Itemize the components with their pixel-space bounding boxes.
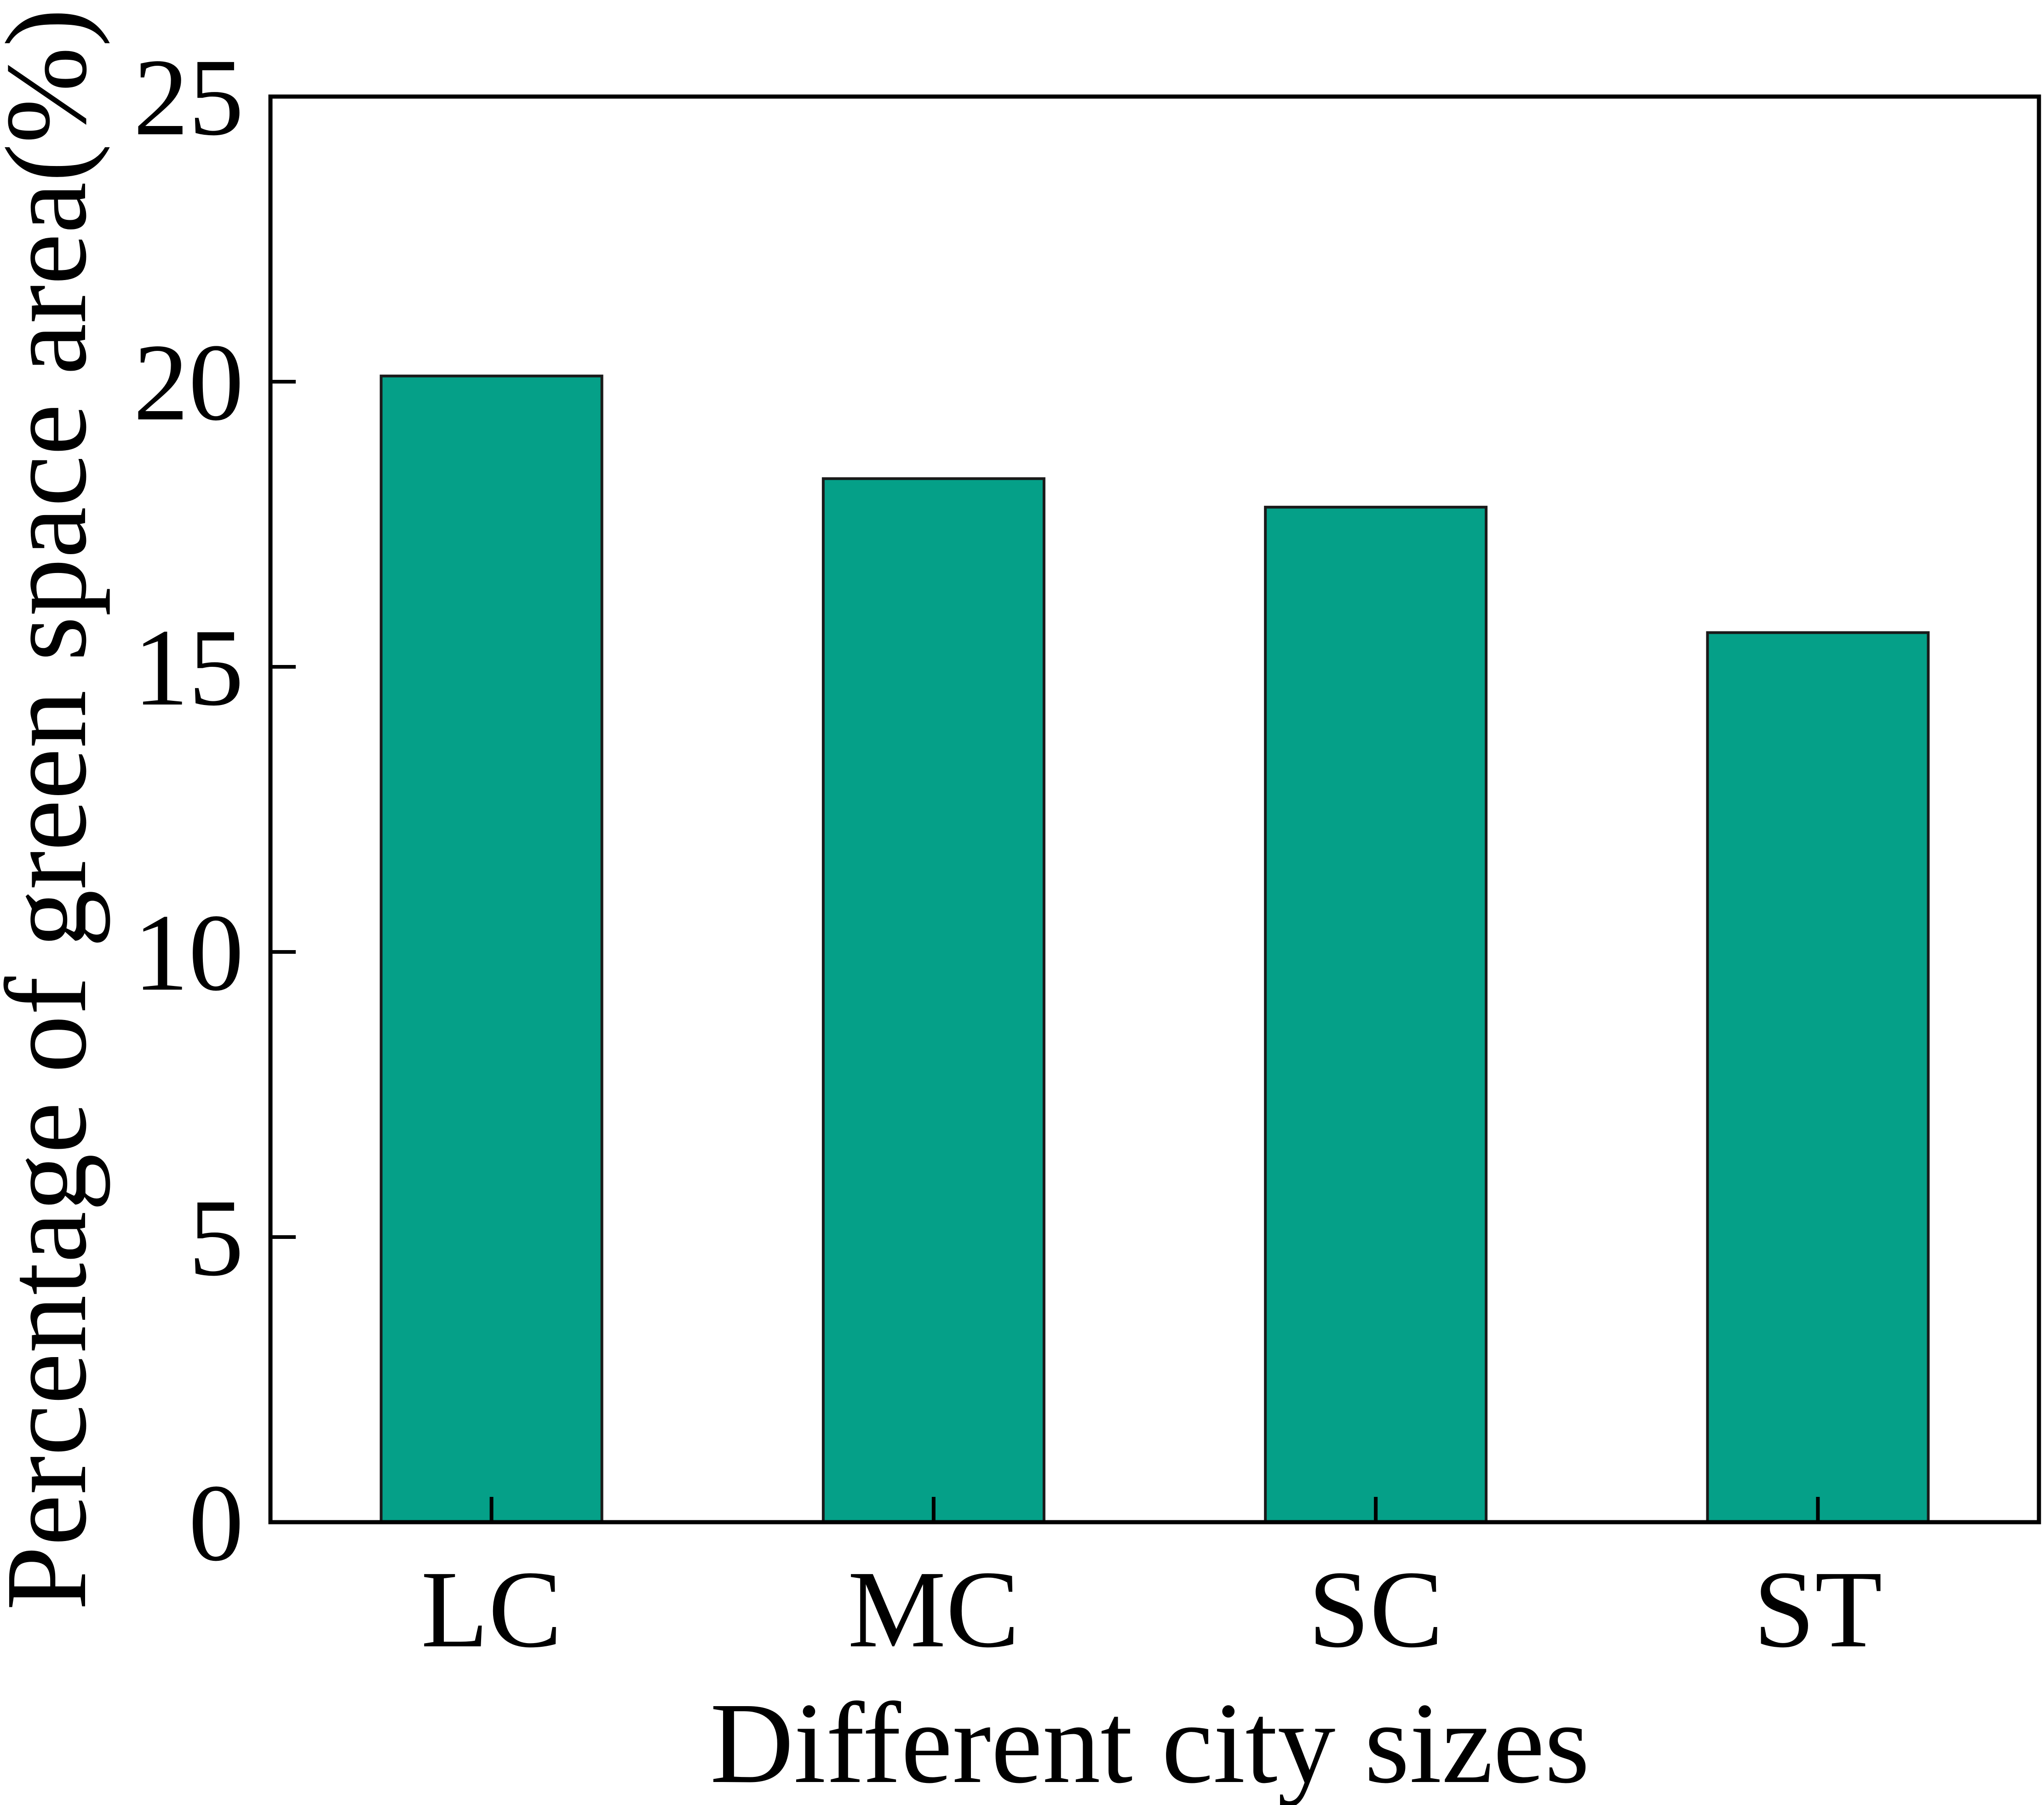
y-axis-label: Percentage of green space area(%) [0,8,110,1610]
y-tick-label: 10 [133,891,244,1014]
bar-st [1706,631,1930,1524]
y-axis-ticks: 0 5 10 15 20 25 [133,36,296,1584]
plot-frame [268,94,2041,1524]
bar-sc [1264,505,1488,1524]
x-tick-label: SC [1308,1548,1443,1670]
y-tick-label: 15 [133,606,244,728]
bar-lc [379,374,603,1524]
y-tick-label: 0 [189,1461,244,1584]
y-tick-label: 25 [133,36,244,158]
bar-mc [821,477,1045,1524]
x-axis-ticks: LC MC SC ST [421,1497,1882,1670]
x-tick-label: MC [848,1548,1019,1670]
x-axis-label: Different city sizes [710,1679,1590,1805]
x-tick-label: LC [421,1548,562,1670]
y-tick-label: 20 [133,321,244,443]
bars-group [379,374,1930,1524]
x-tick-label: ST [1753,1548,1882,1670]
y-tick-label: 5 [189,1176,244,1299]
